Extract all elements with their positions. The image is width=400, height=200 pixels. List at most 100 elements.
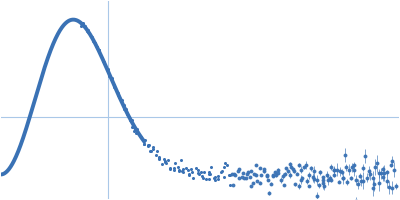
Point (84, 30, 90, 33)
Point (178, 159, 184, 162)
Point (224, 164, 230, 167)
Point (145, 145, 151, 148)
Point (148, 150, 155, 153)
Point (127, 118, 134, 122)
Point (85, 28, 92, 32)
Point (106, 75, 112, 78)
Point (121, 107, 128, 110)
Point (212, 175, 218, 178)
Point (109, 79, 116, 82)
Point (218, 169, 225, 172)
Point (119, 99, 125, 102)
Point (133, 129, 140, 132)
Point (172, 161, 178, 165)
Point (166, 166, 173, 170)
Point (165, 158, 171, 161)
Point (109, 76, 115, 80)
Point (186, 172, 192, 176)
Point (100, 60, 106, 63)
Point (162, 161, 168, 164)
Point (133, 132, 140, 135)
Point (150, 147, 156, 151)
Point (101, 60, 108, 63)
Point (153, 153, 159, 156)
Point (101, 61, 108, 64)
Point (195, 172, 202, 175)
Point (196, 172, 203, 175)
Point (118, 98, 124, 102)
Point (146, 143, 152, 146)
Point (115, 93, 121, 97)
Point (105, 69, 112, 72)
Point (170, 168, 177, 171)
Point (109, 79, 115, 82)
Point (138, 135, 144, 138)
Point (135, 132, 142, 135)
Point (190, 176, 197, 179)
Point (193, 167, 199, 170)
Point (221, 165, 227, 168)
Point (226, 174, 232, 177)
Point (156, 157, 162, 161)
Point (180, 170, 186, 174)
Point (210, 177, 217, 180)
Point (161, 157, 168, 160)
Point (186, 173, 192, 177)
Point (90, 39, 96, 43)
Point (194, 168, 201, 171)
Point (220, 176, 227, 179)
Point (131, 129, 138, 132)
Point (174, 165, 181, 169)
Point (141, 142, 147, 145)
Point (141, 142, 147, 146)
Point (105, 68, 111, 71)
Point (150, 146, 156, 149)
Point (162, 159, 168, 162)
Point (128, 118, 135, 121)
Point (198, 170, 204, 174)
Point (130, 125, 137, 128)
Point (176, 169, 182, 172)
Point (198, 174, 205, 177)
Point (156, 155, 162, 158)
Point (222, 161, 228, 164)
Point (202, 177, 209, 180)
Point (96, 49, 102, 52)
Point (94, 46, 100, 49)
Point (176, 170, 182, 173)
Point (141, 138, 148, 142)
Point (218, 171, 224, 174)
Point (90, 38, 96, 41)
Point (200, 177, 206, 180)
Point (129, 125, 135, 128)
Point (206, 178, 212, 181)
Point (115, 92, 122, 95)
Point (145, 143, 151, 147)
Point (111, 85, 118, 88)
Point (78, 22, 85, 25)
Point (156, 156, 162, 160)
Point (147, 150, 154, 153)
Point (82, 25, 88, 28)
Point (96, 48, 102, 51)
Point (167, 167, 174, 171)
Point (92, 41, 98, 45)
Point (124, 112, 130, 115)
Point (189, 170, 195, 173)
Point (171, 167, 177, 170)
Point (188, 168, 194, 171)
Point (85, 31, 92, 34)
Point (80, 22, 86, 25)
Point (163, 161, 170, 164)
Point (185, 169, 191, 172)
Point (78, 24, 84, 27)
Point (200, 170, 207, 174)
Point (212, 178, 218, 181)
Point (226, 173, 233, 176)
Point (215, 177, 221, 180)
Point (206, 172, 212, 176)
Point (154, 150, 160, 153)
Point (179, 170, 186, 173)
Point (159, 162, 165, 165)
Point (134, 128, 140, 131)
